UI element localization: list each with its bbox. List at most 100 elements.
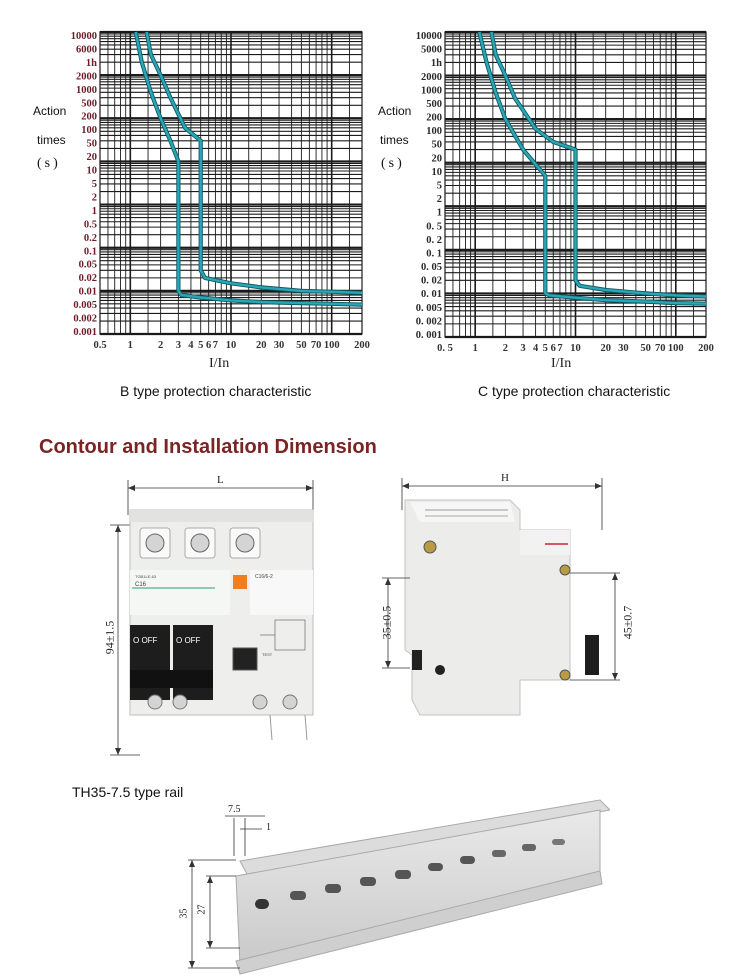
x-tick-label: 7 [557, 343, 562, 354]
b-ylabel-unit: (s) [37, 156, 61, 171]
y-tick-label: 0. 002 [416, 316, 442, 327]
x-tick-label: 10 [570, 343, 581, 354]
section-title: Contour and Installation Dimension [39, 436, 377, 458]
breaker-side-drawing [382, 478, 620, 716]
breaker-front-view: L 94±1.5 TGB1LE-63 C16 C16/6-2 O OFF O O… [100, 470, 330, 770]
x-tick-label: 0. 5 [437, 343, 453, 354]
rail-outer-label: 35 [178, 908, 190, 919]
device-rating: C16 [135, 582, 147, 588]
breaker-front-drawing [110, 480, 314, 756]
y-tick-label: 0. 5 [426, 221, 442, 232]
c-xlabel: I/In [551, 356, 572, 371]
x-tick-label: 5 [198, 340, 203, 351]
y-tick-label: 0. 005 [416, 303, 442, 314]
y-tick-label: 100 [81, 125, 97, 136]
curve-series-1 [478, 31, 707, 305]
y-tick-label: 0.02 [79, 273, 97, 284]
y-tick-label: 0.005 [73, 300, 97, 311]
y-tick-label: 1h [431, 58, 442, 69]
breaker-side-view: H 35±0.5 45±0.7 [370, 470, 650, 770]
x-tick-label: 6 [551, 343, 556, 354]
y-tick-label: 50 [87, 139, 98, 150]
y-tick-label: 10000 [71, 31, 97, 42]
y-tick-label: 5000 [421, 45, 442, 56]
x-tick-label: 4 [188, 340, 194, 351]
x-tick-label: 70 [655, 343, 666, 354]
y-tick-label: 0.01 [79, 287, 97, 298]
y-tick-label: 2 [437, 194, 442, 205]
y-tick-label: 1h [86, 58, 97, 69]
grid [99, 30, 363, 336]
y-tick-label: 0. 02 [421, 276, 442, 287]
din-rail-drawing: 7.5 1 27 35 [170, 796, 612, 976]
x-tick-label: 200 [354, 340, 370, 351]
y-tick-label: 0.5 [84, 219, 97, 230]
c-type-chart-plot: 10000 5000 1h 2000 1000 500 200 100 50 20 10 5 2 1 0. … [416, 30, 714, 354]
y-tick-label: 200 [81, 112, 97, 123]
x-tick-label: 100 [324, 340, 340, 351]
x-tick-label: 4 [533, 343, 539, 354]
rail-thickness-label: 7.5 [228, 804, 241, 815]
y-tick-label: 1 [92, 206, 97, 217]
x-tick-label: 3 [520, 343, 525, 354]
x-tick-label: 1 [128, 340, 133, 351]
x-tick-label: 10 [226, 340, 237, 351]
b-chart-title: B type protection characteristic [120, 383, 312, 399]
b-type-chart: 10000 6000 1h 2000 1000 500 200 100 50 20 10 5 2 1 0.5… [0, 0, 375, 410]
b-type-chart-plot: 10000 6000 1h 2000 1000 500 200 100 50 20 10 5 2 1 0.5… [71, 30, 370, 351]
curve-series-1 [134, 31, 363, 306]
c-ylabel-times: times [380, 133, 409, 147]
b-ylabel-times: times [37, 133, 66, 147]
side-right-label: 45±0.7 [620, 605, 635, 640]
y-tick-label: 100 [426, 126, 442, 137]
y-tick-label: 0. 01 [421, 289, 442, 300]
c-ylabel-action: Action [378, 104, 412, 118]
y-tick-label: 0. 05 [421, 262, 442, 273]
x-tick-label: 50 [296, 340, 307, 351]
side-left-label: 35±0.5 [379, 605, 394, 640]
curve-series-2 [145, 31, 363, 294]
x-tick-label: 5 [543, 343, 548, 354]
c-ylabel-unit: (s) [381, 156, 405, 171]
y-tick-label: 10000 [416, 31, 442, 42]
x-tick-label: 70 [311, 340, 322, 351]
y-tick-label: 500 [426, 99, 442, 110]
plot-frame [99, 31, 363, 335]
y-tick-label: 1 [437, 208, 442, 219]
rail-lip-label: 1 [266, 822, 271, 833]
x-tick-label: 20 [600, 343, 611, 354]
x-tick-label: 2 [503, 343, 508, 354]
c-chart-title: C type protection characteristic [478, 383, 671, 399]
y-tick-label: 1000 [76, 85, 97, 96]
x-tick-label: 1 [473, 343, 478, 354]
x-tick-label: 50 [640, 343, 651, 354]
y-tick-label: 5 [437, 181, 442, 192]
x-tick-label: 100 [668, 343, 684, 354]
y-tick-label: 0.05 [79, 260, 97, 271]
off-label-2: O OFF [176, 636, 201, 645]
y-tick-label: 0.002 [73, 314, 97, 325]
y-tick-label: 10 [432, 167, 443, 178]
din-rail-svg [188, 799, 612, 975]
y-tick-label: 1000 [421, 85, 442, 96]
front-width-label: L [217, 474, 224, 486]
device-model: TGB1LE-63 [135, 574, 157, 579]
y-tick-label: 0. 2 [426, 235, 442, 246]
c-type-chart: 10000 5000 1h 2000 1000 500 200 100 50 20 10 5 2 1 0. … [375, 0, 750, 410]
y-tick-label: 10 [87, 166, 98, 177]
off-label-1: O OFF [133, 636, 158, 645]
y-tick-label: 0.001 [73, 327, 97, 338]
y-tick-label: 2 [92, 192, 97, 203]
side-width-label: H [501, 472, 509, 484]
x-tick-label: 30 [274, 340, 285, 351]
test-label: TEST [262, 652, 273, 657]
y-tick-label: 200 [426, 113, 442, 124]
x-tick-label: 2 [158, 340, 163, 351]
x-tick-label: 0.5 [93, 340, 106, 351]
y-tick-label: 5 [92, 179, 97, 190]
y-tick-label: 50 [432, 140, 443, 151]
y-tick-label: 0.2 [84, 233, 97, 244]
curve-series-2 [490, 31, 707, 298]
front-height-label: 94±1.5 [102, 620, 117, 655]
